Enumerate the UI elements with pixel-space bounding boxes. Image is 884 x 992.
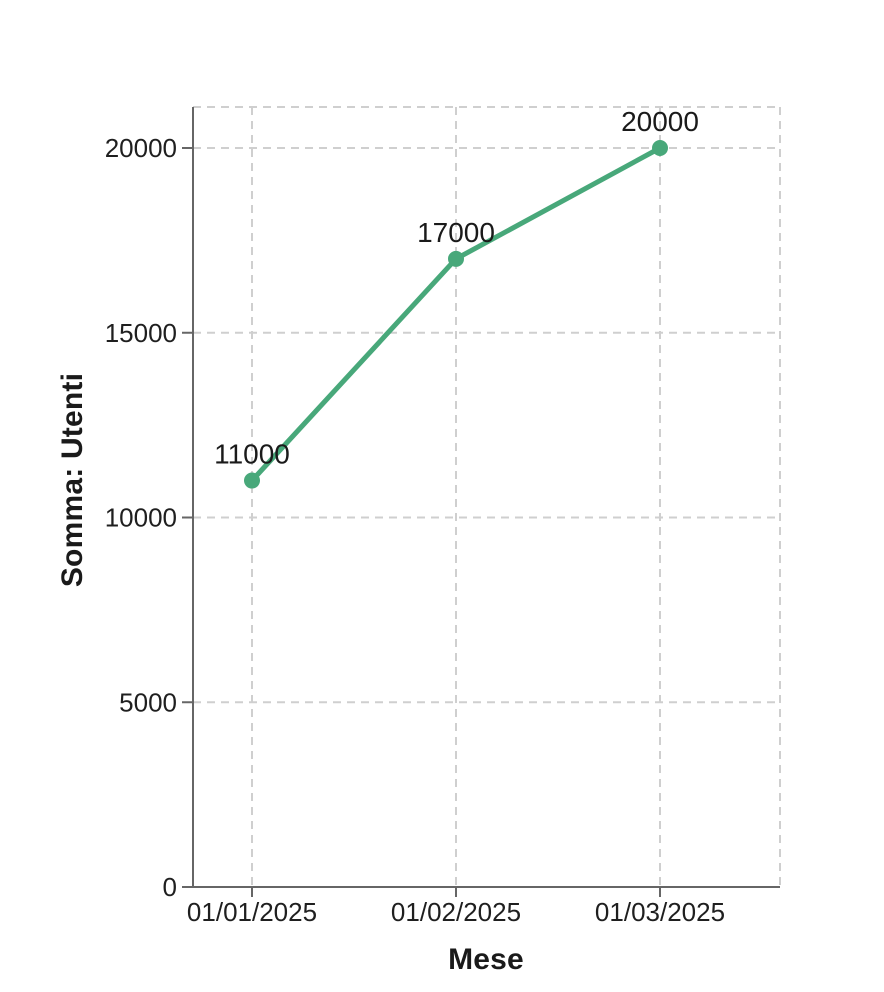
x-axis-title: Mese: [448, 943, 524, 976]
data-point[interactable]: [244, 472, 260, 489]
y-tick-label: 15000: [105, 318, 177, 348]
data-point-label: 17000: [417, 217, 495, 248]
data-point[interactable]: [652, 140, 668, 156]
y-tick-label: 10000: [105, 503, 177, 533]
data-point[interactable]: [448, 250, 464, 267]
x-tick-label: 01/01/2025: [187, 897, 317, 927]
x-tick-label: 01/03/2025: [595, 897, 725, 927]
y-tick-label: 0: [163, 872, 177, 902]
y-tick-label: 20000: [105, 133, 177, 163]
data-point-label: 11000: [214, 439, 290, 470]
data-point-label: 20000: [621, 106, 699, 137]
y-tick-label: 5000: [119, 687, 177, 717]
y-axis-title: Somma: Utenti: [56, 372, 89, 588]
x-tick-label: 01/02/2025: [391, 897, 521, 927]
